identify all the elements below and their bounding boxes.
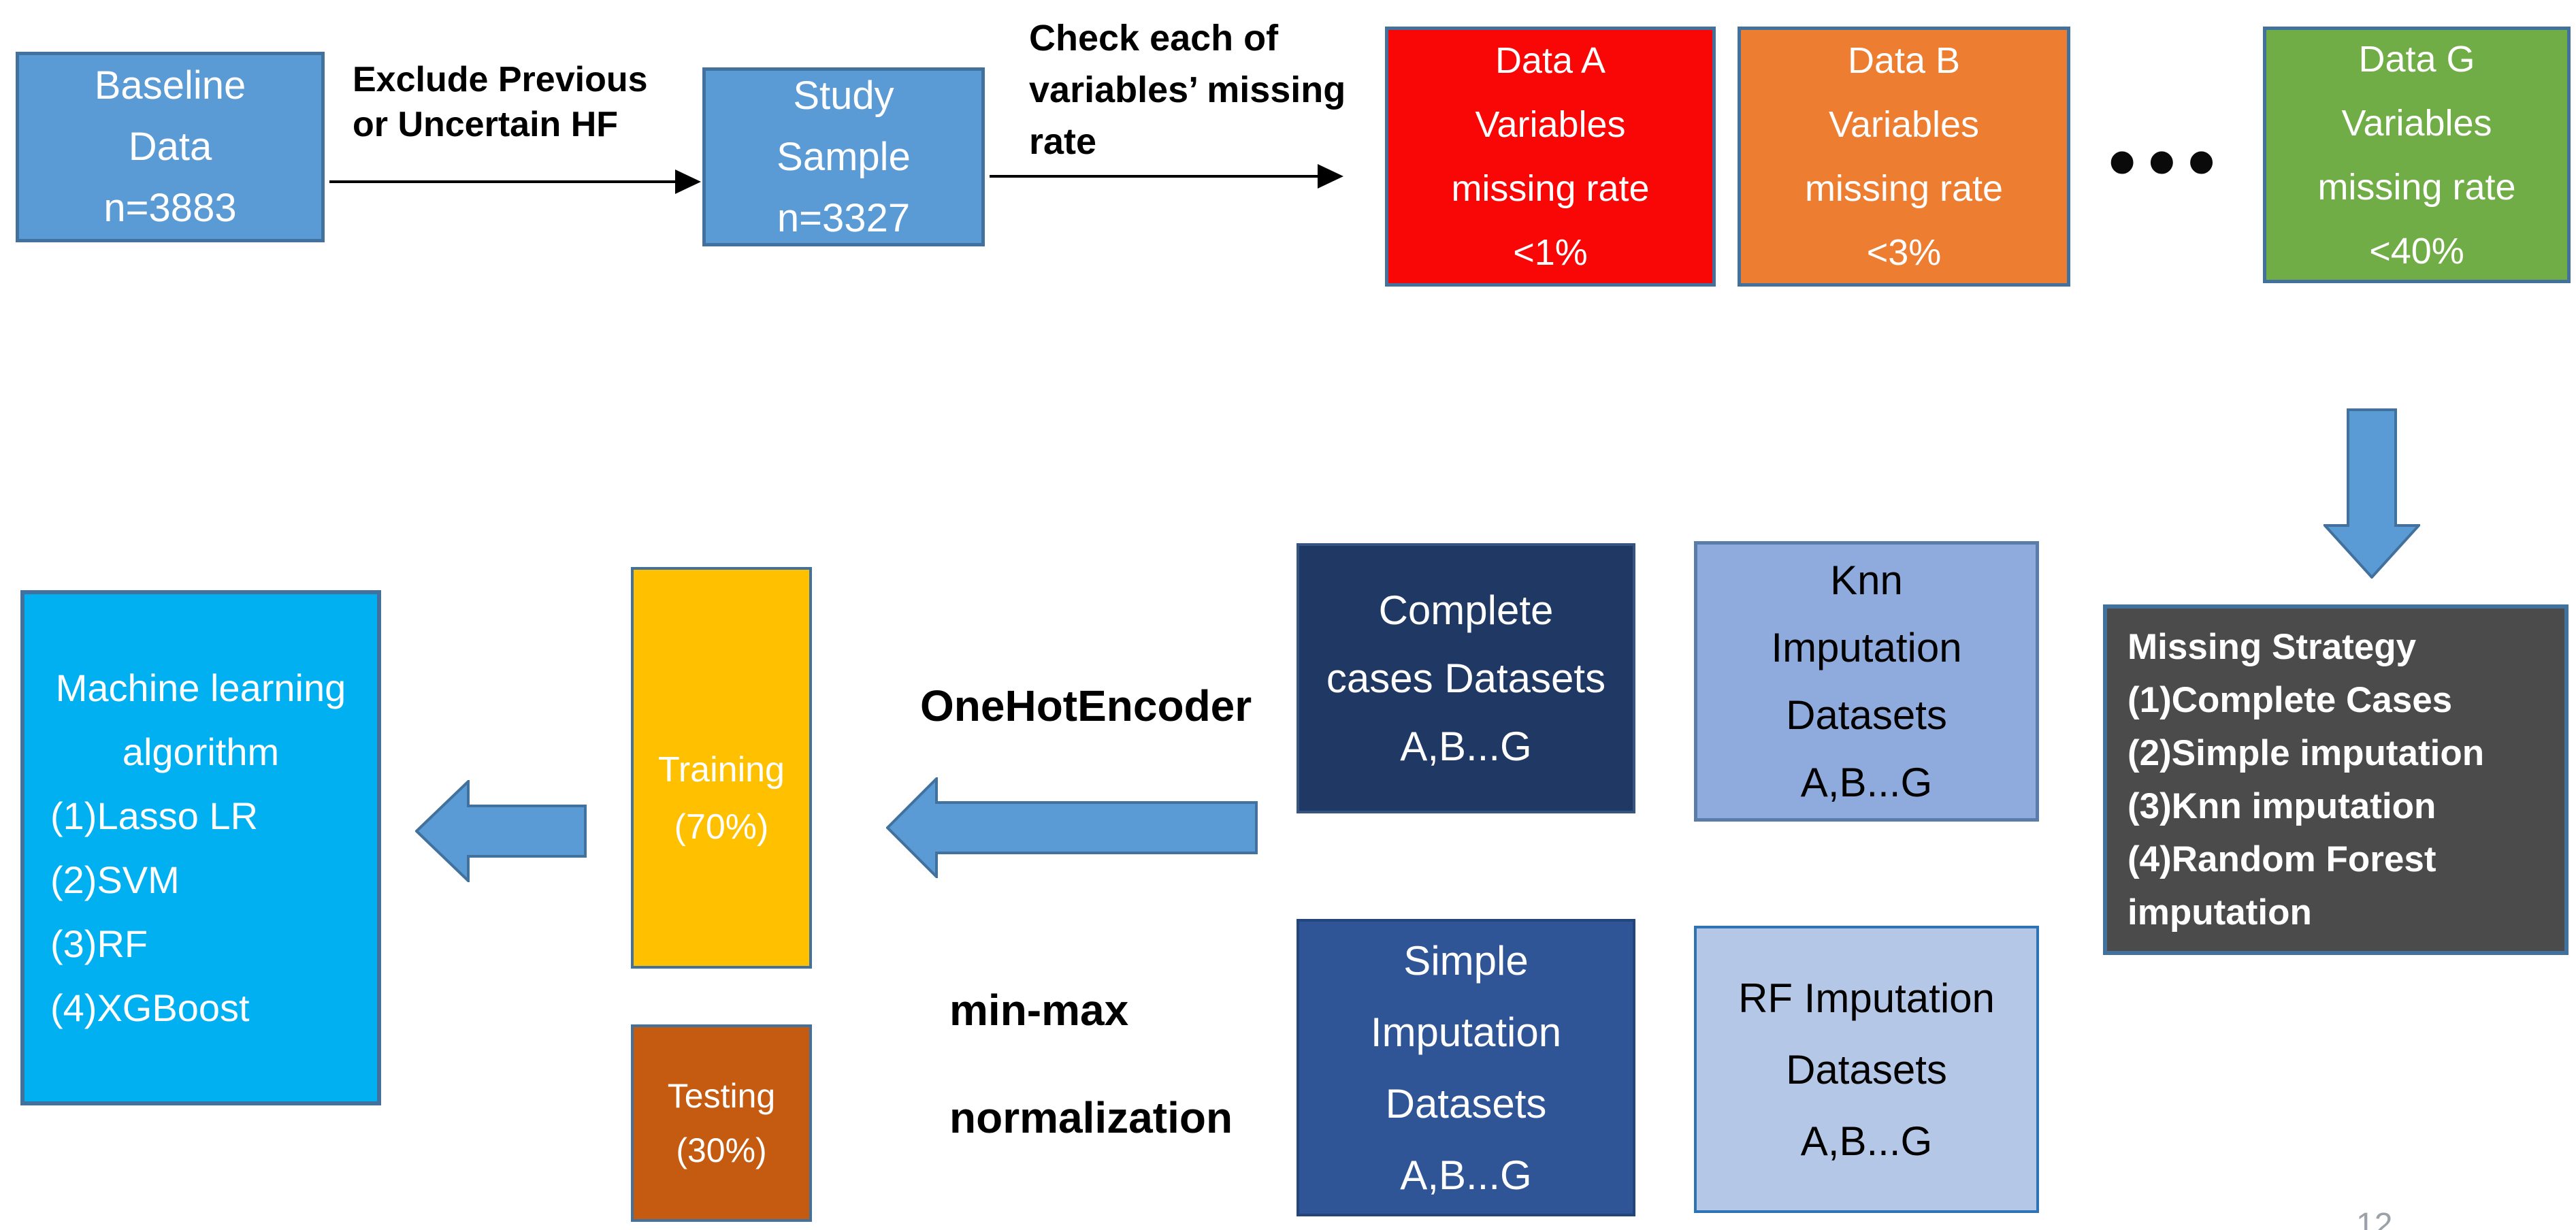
data-b-line: missing rate — [1804, 168, 2004, 209]
baseline-line: Baseline — [94, 63, 246, 108]
data-g-line: <40% — [2369, 230, 2464, 272]
ml-algorithm-node: Machine learning algorithm (1)Lasso LR (… — [20, 590, 381, 1105]
study-line: Sample — [777, 134, 911, 179]
minmax-label-line: min-max — [949, 986, 1129, 1035]
left-arrow-training-to-ml-icon — [415, 780, 587, 882]
ml-title-line: algorithm — [122, 730, 280, 773]
missing-strategy-line: Missing Strategy — [2127, 626, 2417, 667]
check-label-line: rate — [1029, 121, 1097, 162]
baseline-line: n=3883 — [103, 186, 237, 230]
training-node: Training (70%) — [631, 567, 812, 969]
exclude-hf-label-line: or Uncertain HF — [353, 105, 619, 144]
rf-line: A,B...G — [1800, 1118, 1933, 1164]
arrow-baseline-to-study-icon — [329, 169, 701, 194]
check-label-line: variables’ missing — [1029, 69, 1346, 110]
minmax-normalization-label: min-max normalization — [949, 956, 1233, 1171]
complete-cases-line: A,B...G — [1400, 723, 1532, 769]
rf-line: RF Imputation — [1738, 975, 1995, 1021]
knn-line: A,B...G — [1800, 760, 1933, 805]
arrow-study-to-data-icon — [990, 164, 1343, 189]
data-b-line: Data B — [1847, 40, 1961, 81]
ml-list-item: (4)XGBoost — [50, 986, 250, 1029]
ml-list-item: (3)RF — [50, 922, 148, 965]
ml-list-item: (1)Lasso LR — [50, 794, 259, 837]
knn-imputation-node: Knn Imputation Datasets A,B...G — [1694, 541, 2039, 822]
down-arrow-icon — [2324, 408, 2420, 579]
onehotencoder-label: OneHotEncoder — [920, 681, 1252, 730]
study-line: Study — [793, 73, 894, 118]
missing-strategy-line: imputation — [2127, 892, 2312, 933]
knn-line: Datasets — [1786, 692, 1947, 738]
training-line: (70%) — [674, 807, 769, 847]
data-a-line: <1% — [1513, 232, 1588, 273]
down-arrow-shape — [2324, 408, 2420, 579]
data-a-line: missing rate — [1451, 168, 1650, 209]
ml-list-item: (2)SVM — [50, 858, 180, 901]
rf-line: Datasets — [1786, 1046, 1947, 1093]
data-g-line: Data G — [2358, 38, 2475, 80]
exclude-hf-label-line: Exclude Previous — [353, 60, 648, 99]
missing-strategy-line: (1)Complete Cases — [2127, 679, 2453, 720]
study-line: n=3327 — [777, 195, 911, 240]
simple-line: Simple — [1403, 937, 1529, 984]
testing-line: Testing — [667, 1077, 776, 1115]
data-g-line: missing rate — [2317, 166, 2516, 208]
testing-line: (30%) — [676, 1131, 767, 1169]
check-label-line: Check each of — [1029, 18, 1279, 59]
exclude-hf-label: Exclude Previous or Uncertain HF — [353, 57, 648, 147]
missing-strategy-node: Missing Strategy (1)Complete Cases (2)Si… — [2103, 604, 2569, 955]
knn-line: Knn — [1830, 557, 1903, 603]
missing-strategy-line: (3)Knn imputation — [2127, 786, 2436, 826]
training-line: Training — [658, 750, 785, 790]
complete-cases-node: Complete cases Datasets A,B...G — [1297, 543, 1635, 813]
left-arrow-shape — [886, 777, 1258, 878]
missing-strategy-line: (4)Random Forest — [2127, 839, 2436, 879]
complete-cases-line: cases Datasets — [1326, 655, 1606, 701]
arrow-head — [1318, 164, 1343, 189]
baseline-data-node: Baseline Data n=3883 — [16, 52, 325, 242]
ellipsis-dots: ••• — [2108, 118, 2228, 206]
data-a-line: Data A — [1495, 40, 1606, 81]
arrow-head — [675, 169, 701, 194]
testing-node: Testing (30%) — [631, 1024, 812, 1222]
minmax-label-line: normalization — [949, 1093, 1233, 1142]
ml-title-line: Machine learning — [55, 666, 346, 709]
data-a-line: Variables — [1475, 104, 1626, 145]
knn-line: Imputation — [1771, 625, 1962, 670]
data-g-node: Data G Variables missing rate <40% — [2263, 27, 2571, 283]
simple-line: Datasets — [1385, 1080, 1547, 1127]
simple-line: A,B...G — [1400, 1152, 1532, 1198]
left-arrow-shape — [415, 780, 587, 882]
study-sample-node: Study Sample n=3327 — [702, 67, 985, 246]
check-missing-rate-label: Check each of variables’ missing rate — [1029, 12, 1346, 167]
data-a-node: Data A Variables missing rate <1% — [1385, 27, 1716, 287]
simple-line: Imputation — [1370, 1009, 1562, 1055]
complete-cases-line: Complete — [1378, 587, 1554, 633]
baseline-line: Data — [128, 125, 212, 169]
rf-imputation-node: RF Imputation Datasets A,B...G — [1694, 926, 2039, 1213]
missing-strategy-line: (2)Simple imputation — [2127, 732, 2485, 773]
left-arrow-datasets-to-training-icon — [886, 777, 1258, 878]
page-number: 12 — [2356, 1207, 2393, 1230]
data-b-line: <3% — [1866, 232, 1942, 273]
data-g-line: Variables — [2341, 102, 2492, 144]
data-b-node: Data B Variables missing rate <3% — [1738, 27, 2070, 287]
data-b-line: Variables — [1828, 104, 1980, 145]
simple-imputation-node: Simple Imputation Datasets A,B...G — [1297, 919, 1635, 1216]
